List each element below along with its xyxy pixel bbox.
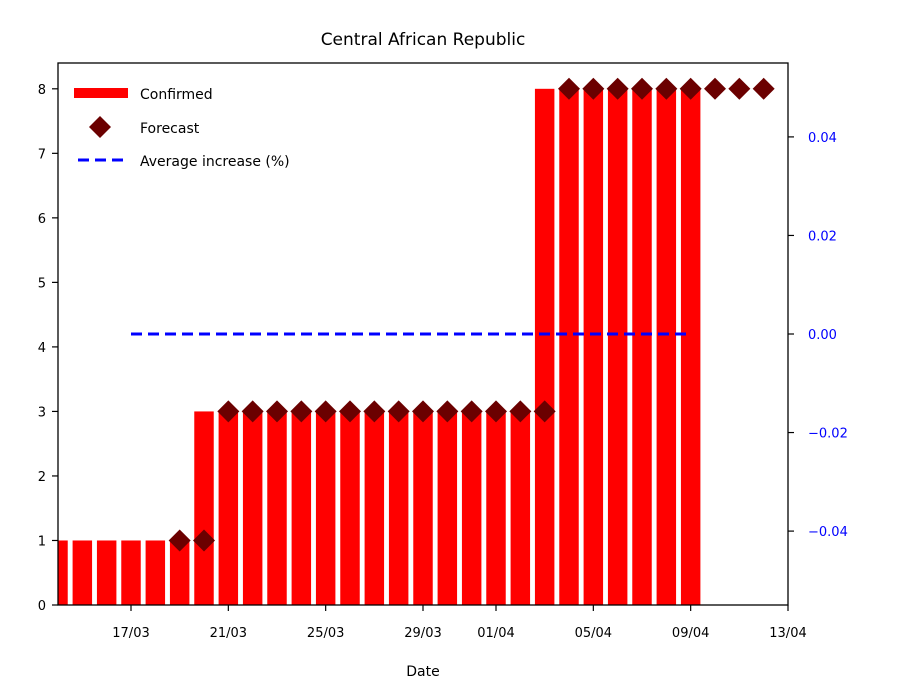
confirmed-bar [121,540,141,605]
x-tick-label: 01/04 [477,626,514,641]
confirmed-bar [218,411,239,605]
legend: Confirmed Forecast Average increase (%) [74,87,290,170]
forecast-marker [558,77,580,100]
confirmed-bar [315,411,336,605]
forecast-marker [631,77,653,100]
x-tick-label: 17/03 [112,626,149,641]
x-axis: 17/03 21/03 25/03 29/03 01/04 05/04 09/04 13/04 [112,605,807,641]
y-tick-label: 5 [38,276,46,291]
confirmed-bars [58,88,701,605]
confirmed-bar [145,540,166,605]
forecast-marker [412,400,434,423]
confirmed-bar [58,540,68,605]
legend-label: Average increase (%) [140,154,290,170]
confirmed-bar [291,411,312,605]
confirmed-bar [656,88,677,605]
confirmed-bar [267,411,287,605]
confirmed-bar [413,411,433,605]
confirmed-bar [632,88,652,605]
forecast-marker [606,77,629,100]
forecast-marker [314,400,337,423]
y-tick-label: 7 [38,147,46,162]
x-tick-label: 05/04 [575,626,612,641]
x-axis-label: Date [406,664,439,680]
legend-label: Forecast [140,121,200,137]
forecast-marker [363,400,386,423]
forecast-marker [266,400,288,423]
forecast-marker [168,529,191,552]
chart-title: Central African Republic [321,30,526,50]
forecast-marker [193,529,215,552]
y-axis-right: −0.04 −0.02 0.00 0.02 0.04 [788,131,848,540]
legend-swatch-forecast [89,116,111,138]
confirmed-bar [461,411,482,605]
forecast-marker [509,400,532,423]
x-tick-label: 13/04 [769,626,806,641]
x-tick-label: 09/04 [672,626,709,641]
y-tick-label: 4 [38,341,46,356]
forecast-marker [582,77,605,100]
x-tick-label: 29/03 [404,626,441,641]
confirmed-bar [242,411,263,605]
y2-tick-label: 0.04 [808,131,837,146]
confirmed-bar [583,88,604,605]
confirmed-bar [194,411,214,605]
confirmed-bar [534,88,555,605]
y-tick-label: 8 [38,83,46,98]
confirmed-bar [510,411,531,605]
confirmed-bar [437,411,458,605]
confirmed-bar [486,411,506,605]
y-tick-label: 3 [38,405,46,420]
forecast-marker [728,77,751,100]
forecast-marker [387,400,410,423]
forecast-marker [704,77,726,100]
confirmed-bar [72,540,93,605]
y2-tick-label: −0.02 [808,427,848,442]
forecast-marker [679,77,702,100]
forecast-marker [485,400,507,423]
y-tick-label: 1 [38,534,46,549]
forecast-marker [217,400,240,423]
confirmed-bar [364,411,385,605]
confirmed-bar [388,411,409,605]
forecast-marker [339,400,361,423]
y2-tick-label: −0.04 [808,525,848,540]
y2-tick-label: 0.00 [808,328,837,343]
confirmed-bar [680,88,701,605]
confirmed-bar [340,411,360,605]
y-tick-label: 6 [38,212,46,227]
legend-swatch-confirmed [74,88,128,98]
y-axis-left: 0 1 2 3 4 5 6 7 8 [38,83,58,614]
confirmed-bar [169,540,190,605]
confirmed-bar [559,88,579,605]
forecast-marker [436,400,459,423]
y-tick-label: 0 [38,599,46,614]
forecast-markers [168,77,775,552]
forecast-marker [290,400,313,423]
forecast-marker [241,400,264,423]
x-tick-label: 21/03 [210,626,247,641]
forecast-marker [533,400,556,423]
forecast-marker [460,400,483,423]
forecast-marker [655,77,678,100]
x-tick-label: 25/03 [307,626,344,641]
forecast-marker [752,77,775,100]
confirmed-bar [96,540,117,605]
confirmed-bar [607,88,628,605]
y-tick-label: 2 [38,470,46,485]
y2-tick-label: 0.02 [808,229,837,244]
legend-label: Confirmed [140,87,213,103]
